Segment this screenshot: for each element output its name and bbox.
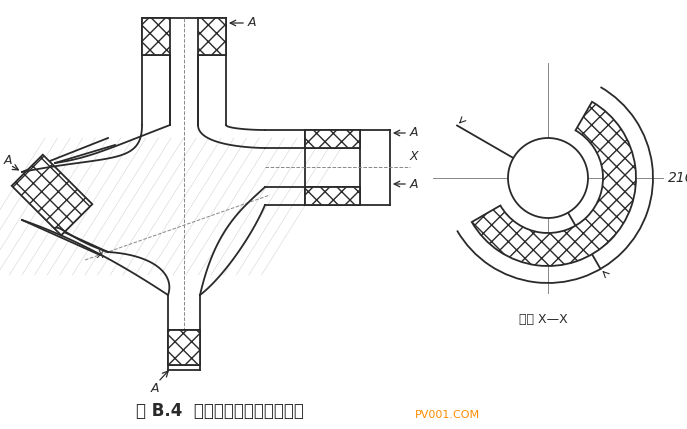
Bar (168, 330, 200, 365)
Text: A: A (410, 178, 418, 190)
Text: A: A (248, 16, 256, 30)
Text: A: A (3, 154, 12, 166)
Polygon shape (22, 125, 265, 370)
Text: 图 B.4  下弯头（压力密封阀盖）: 图 B.4 下弯头（压力密封阀盖） (136, 402, 304, 420)
Text: A: A (150, 381, 159, 395)
Text: X: X (410, 149, 418, 163)
Text: PV001.COM: PV001.COM (415, 410, 480, 420)
Bar (305, 130, 360, 148)
Text: 截面 X—X: 截面 X—X (519, 313, 567, 326)
Bar (305, 187, 360, 205)
Text: 210°: 210° (668, 171, 687, 185)
Text: A: A (410, 127, 418, 139)
Bar (142, 18, 170, 55)
Text: X: X (96, 250, 104, 260)
Wedge shape (472, 102, 636, 266)
Polygon shape (12, 155, 92, 235)
Bar (198, 18, 226, 55)
Circle shape (508, 138, 588, 218)
